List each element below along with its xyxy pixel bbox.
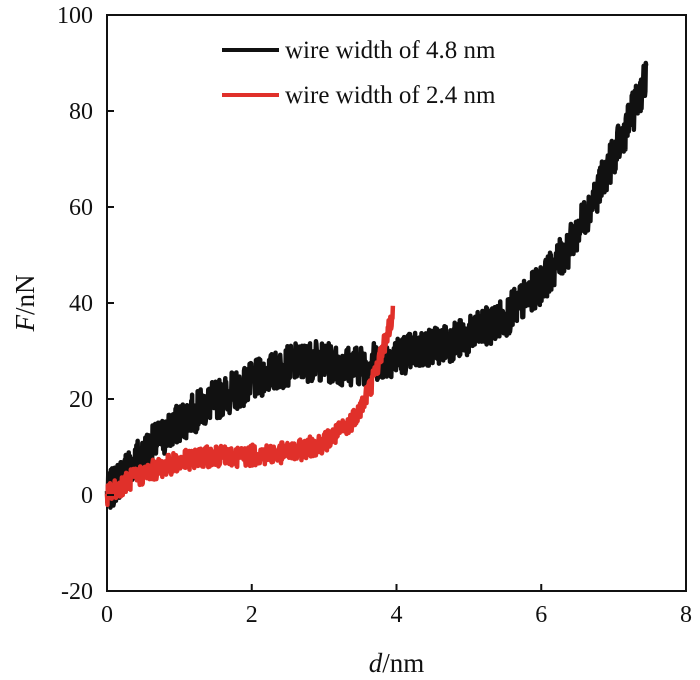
x-axis-var: d <box>369 648 383 678</box>
ticks-layer: 0 2 4 6 8 -20 0 20 40 60 80 100 <box>57 3 692 628</box>
legend-label-2-4nm: wire width of 2.4 nm <box>285 82 496 109</box>
y-tick-label: 60 <box>69 195 93 221</box>
x-tick-label: 4 <box>391 602 403 628</box>
x-tick-label: 8 <box>680 602 692 628</box>
x-axis-unit: /nm <box>382 648 424 678</box>
legend: wire width of 4.8 nm wire width of 2.4 n… <box>222 37 496 109</box>
legend-label-4-8nm: wire width of 4.8 nm <box>285 37 496 64</box>
series-layer <box>104 60 649 510</box>
x-tick-label: 2 <box>246 602 258 628</box>
x-tick-label: 0 <box>101 602 113 628</box>
y-tick-label: 100 <box>57 3 93 29</box>
x-tick-label: 6 <box>535 602 547 628</box>
series-line-4-8nm <box>104 60 649 510</box>
y-tick-label: 80 <box>69 99 93 125</box>
series-line-2-4nm <box>104 305 396 508</box>
y-axis-label: F/nN <box>10 275 40 333</box>
x-axis-label: d/nm <box>369 648 425 678</box>
y-tick-label: -20 <box>61 579 93 605</box>
y-tick-label: 40 <box>69 291 93 317</box>
y-tick-label: 20 <box>69 387 93 413</box>
y-axis-var: F <box>10 315 40 333</box>
plot-area: 0 2 4 6 8 -20 0 20 40 60 80 100 <box>57 3 692 628</box>
y-axis-unit: /nN <box>10 275 40 316</box>
y-tick-label: 0 <box>81 483 93 509</box>
